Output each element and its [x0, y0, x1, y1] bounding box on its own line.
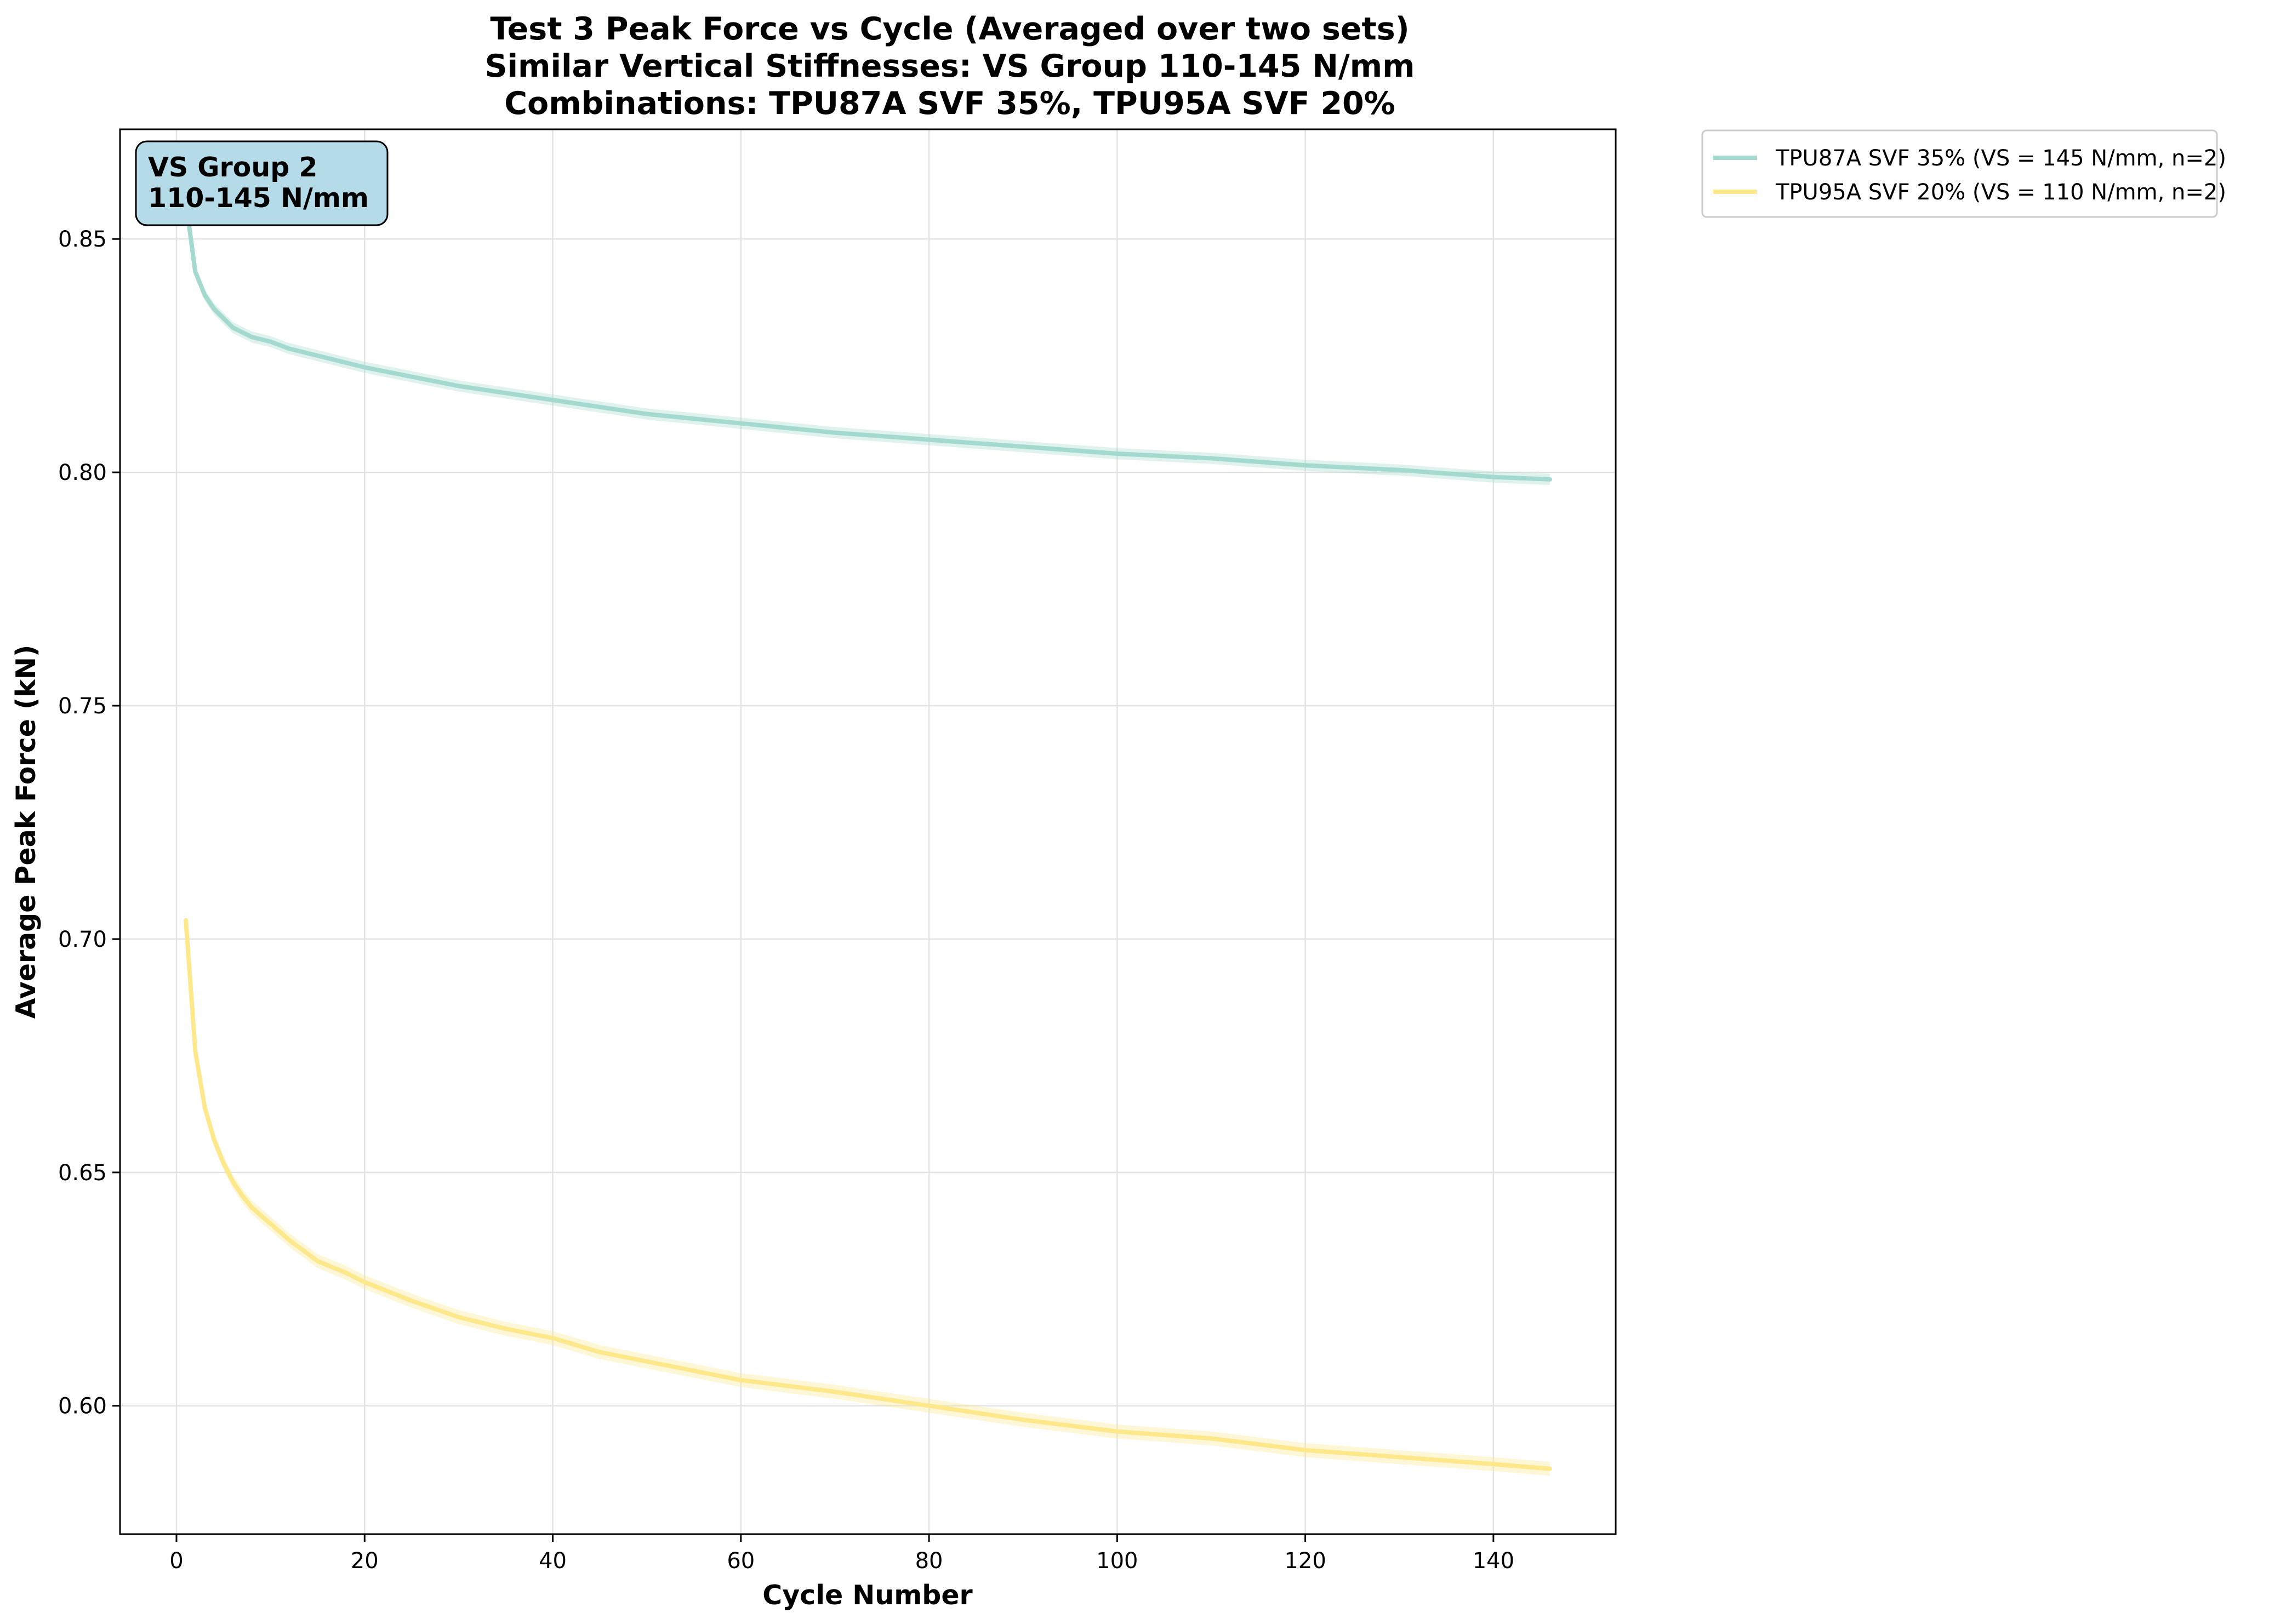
- grid-lines: [120, 129, 1616, 1534]
- annotation-background: [135, 140, 389, 226]
- legend: TPU87A SVF 35% (VS = 145 N/mm, n=2) TPU9…: [1701, 129, 2226, 218]
- x-axis-ticks: 0 20 40 60 80 100 120 140: [169, 1534, 1514, 1574]
- x-tick-label: 0: [169, 1548, 183, 1574]
- y-tick-label: 0.85: [58, 227, 107, 252]
- x-tick-label: 20: [351, 1548, 379, 1574]
- legend-label-tpu87a: TPU87A SVF 35% (VS = 145 N/mm, n=2): [1775, 146, 2226, 171]
- x-tick-label: 120: [1284, 1548, 1326, 1574]
- chart-title: Test 3 Peak Force vs Cycle (Averaged ove…: [484, 11, 1415, 122]
- y-tick-label: 0.70: [58, 927, 107, 952]
- legend-frame: [1701, 129, 2218, 218]
- chart-title-line-3: Combinations: TPU87A SVF 35%, TPU95A SVF…: [504, 85, 1395, 122]
- y-axis-label: Average Peak Force (kN): [10, 645, 42, 1019]
- y-tick-label: 0.80: [58, 460, 107, 485]
- chart-title-line-2: Similar Vertical Stiffnesses: VS Group 1…: [484, 48, 1415, 84]
- annotation-line-1: VS Group 2: [148, 152, 317, 183]
- chart-title-line-1: Test 3 Peak Force vs Cycle (Averaged ove…: [490, 11, 1409, 47]
- legend-label-tpu95a: TPU95A SVF 20% (VS = 110 N/mm, n=2): [1775, 180, 2226, 205]
- series-line-tpu87a: [184, 199, 1552, 482]
- y-tick-label: 0.75: [58, 694, 107, 719]
- y-tick-label: 0.60: [58, 1394, 107, 1419]
- x-axis-label: Cycle Number: [762, 1580, 973, 1611]
- y-tick-label: 0.65: [58, 1160, 107, 1186]
- annotation-line-2: 110-145 N/mm: [148, 182, 369, 214]
- x-tick-label: 60: [727, 1548, 755, 1574]
- series-line-tpu95a: [184, 918, 1552, 1471]
- x-tick-label: 140: [1473, 1548, 1514, 1574]
- x-tick-label: 80: [915, 1548, 943, 1574]
- y-axis-ticks: 0.60 0.65 0.70 0.75 0.80 0.85: [58, 227, 120, 1419]
- x-tick-label: 40: [539, 1548, 567, 1574]
- x-tick-label: 100: [1096, 1548, 1138, 1574]
- vs-group-annotation: VS Group 2 110-145 N/mm: [135, 140, 389, 226]
- plot-area-frame: [119, 128, 1617, 1535]
- series-lines: [184, 199, 1552, 1471]
